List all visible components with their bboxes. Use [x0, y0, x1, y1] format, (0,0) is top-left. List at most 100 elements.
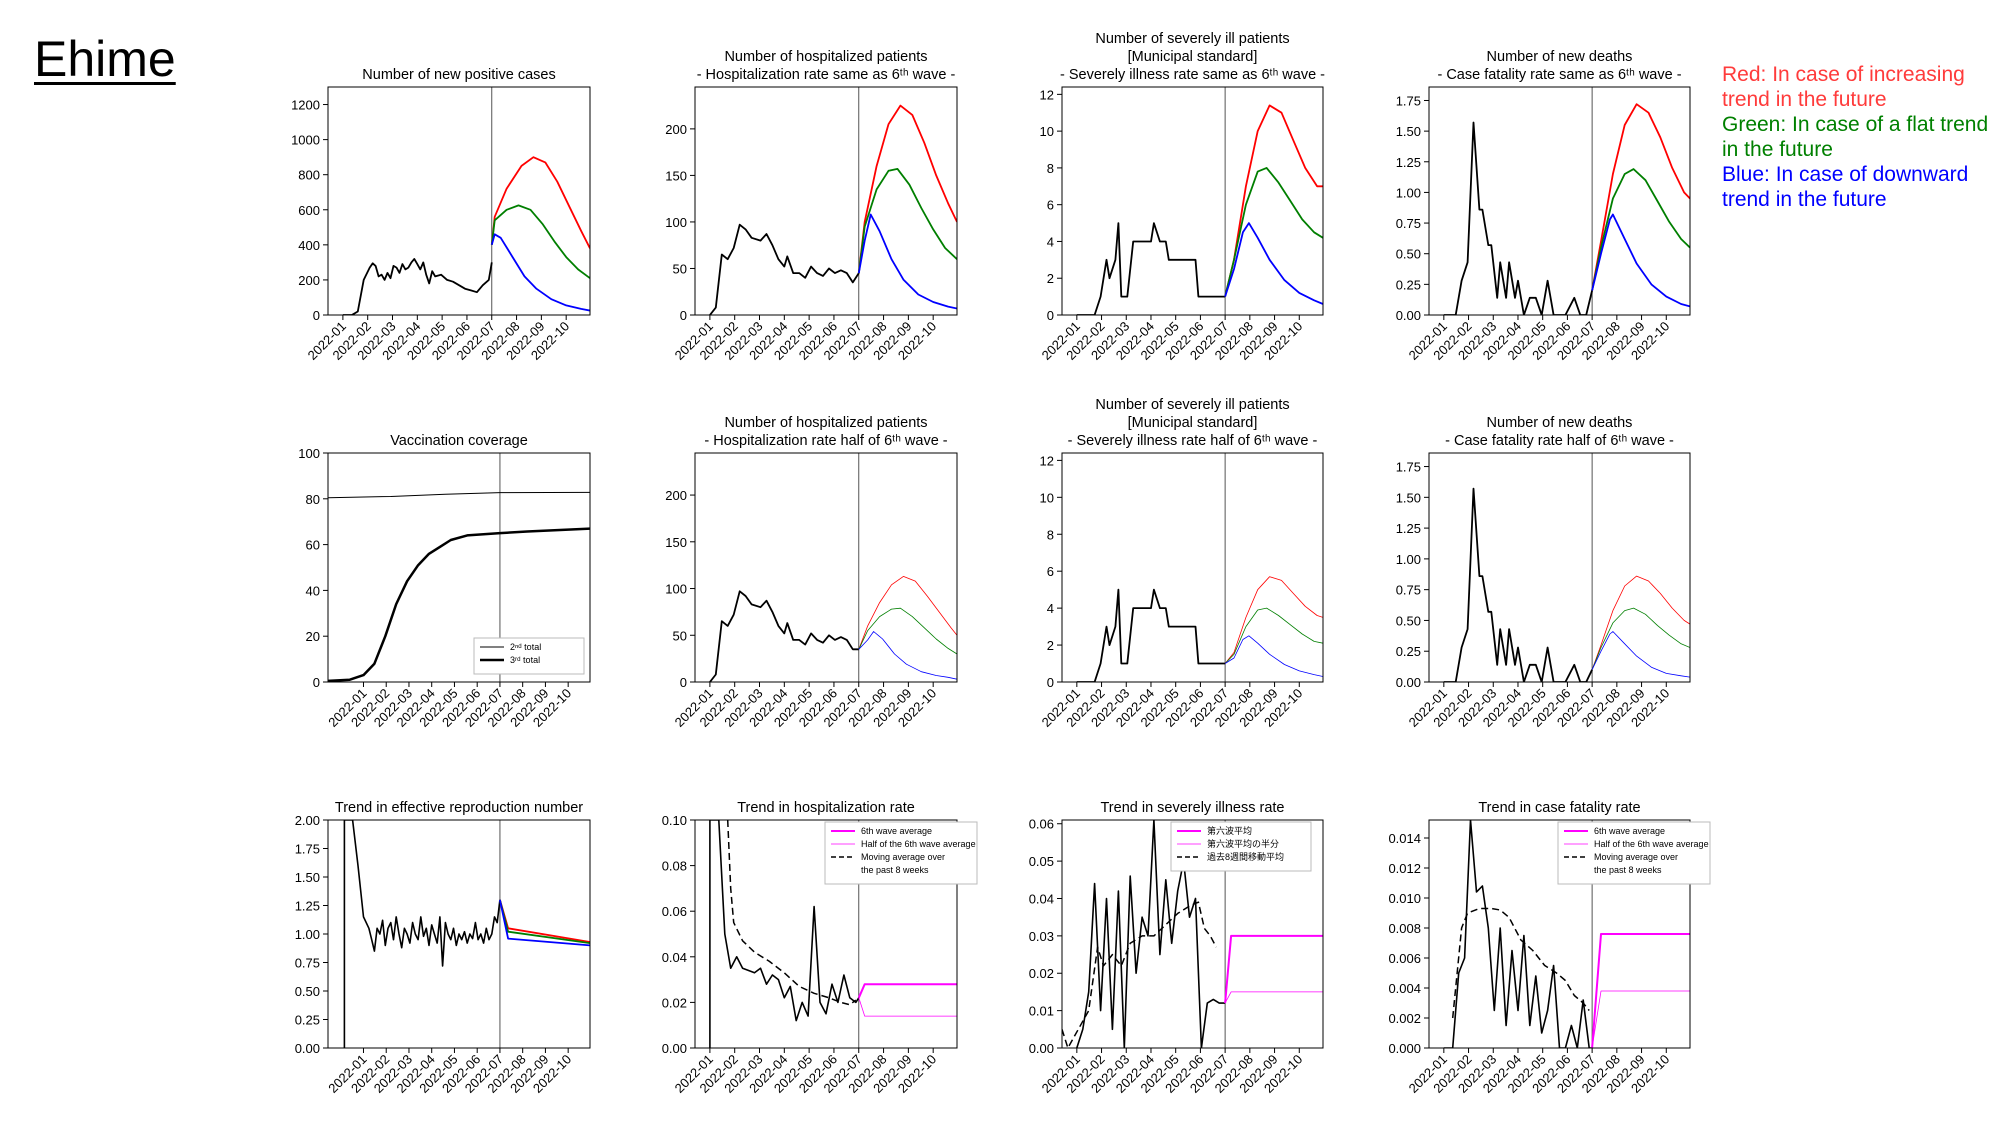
y-tick-label: 0.75	[1396, 583, 1421, 598]
series-group	[1443, 103, 1690, 315]
series-group	[1062, 820, 1323, 1048]
y-tick-label: 0.06	[662, 904, 687, 919]
y-tick-label: 0.25	[295, 1013, 320, 1028]
chart-title-line: [Municipal standard]	[1128, 415, 1258, 431]
legend-label: Moving average over	[1594, 852, 1678, 862]
series-line-green-2	[1224, 607, 1323, 664]
y-tick-label: 0	[1047, 308, 1054, 323]
y-tick-label: 1.00	[295, 927, 320, 942]
y-tick-label: 0.002	[1388, 1011, 1421, 1026]
y-tick-label: 0.04	[662, 950, 687, 965]
chart-deaths-same: Number of new deaths - Case fatality rate…	[1396, 49, 1691, 363]
legend-label: 6th wave average	[1594, 826, 1665, 836]
y-tick-label: 50	[673, 261, 687, 276]
series-group	[709, 820, 957, 1048]
chart-title-line: [Municipal standard]	[1128, 49, 1258, 65]
series-line-black-1	[328, 527, 590, 682]
y-tick-label: 0.008	[1388, 921, 1421, 936]
legend-label: 過去8週間移動平均	[1207, 851, 1284, 862]
y-tick-label: 0.004	[1388, 981, 1421, 996]
y-tick-label: 200	[665, 488, 687, 503]
y-tick-label: 10	[1040, 490, 1054, 505]
y-tick-label: 0.75	[1396, 216, 1421, 231]
y-tick-label: 600	[298, 203, 320, 218]
series-group	[1076, 104, 1323, 315]
series-line-red-1	[858, 576, 957, 650]
series-group	[1443, 487, 1690, 682]
series-group	[709, 576, 957, 682]
y-tick-label: 0	[313, 308, 320, 323]
y-tick-label: 8	[1047, 161, 1054, 176]
y-tick-label: 0	[313, 675, 320, 690]
series-line-magenta-3	[858, 997, 957, 1017]
y-tick-label: 0.25	[1396, 644, 1421, 659]
series-line-green-2	[1591, 168, 1690, 291]
y-tick-label: 1.00	[1396, 552, 1421, 567]
y-tick-label: 1.50	[295, 870, 320, 885]
series-line-black-0	[342, 258, 493, 315]
series-line-black-0	[709, 223, 860, 315]
y-tick-label: 1.50	[1396, 124, 1421, 139]
series-group	[342, 156, 590, 315]
plot-frame	[1428, 819, 1691, 1049]
y-tick-label: 1.25	[1396, 521, 1421, 536]
series-line-red-1	[490, 156, 590, 249]
y-tick-label: 100	[298, 446, 320, 461]
series-line-black-0	[1076, 222, 1226, 315]
y-tick-label: 200	[665, 122, 687, 137]
y-tick-label: 1.00	[1396, 185, 1421, 200]
plot-frame	[1061, 819, 1324, 1049]
y-tick-label: 6	[1047, 198, 1054, 213]
y-tick-label: 1.25	[1396, 155, 1421, 170]
y-tick-label: 0	[1047, 675, 1054, 690]
y-tick-label: 8	[1047, 527, 1054, 542]
series-line-red-1	[1591, 103, 1690, 291]
y-tick-label: 80	[306, 492, 320, 507]
chart-severe-half: Number of severely ill patients [Municipa…	[1039, 397, 1324, 730]
plot-frame	[1061, 86, 1324, 316]
series-line-black-0	[709, 820, 860, 1048]
y-tick-label: 1000	[291, 133, 320, 148]
y-tick-label: 0.02	[1029, 966, 1054, 981]
y-tick-label: 12	[1040, 453, 1054, 468]
y-tick-label: 400	[298, 238, 320, 253]
series-line-blue-3	[858, 631, 957, 680]
series-group	[1076, 576, 1323, 682]
legend-note-red: Red: In case of increasing trend in the …	[1722, 63, 1965, 111]
legend-label: 2ⁿᵈ total	[510, 642, 541, 652]
series-line-black-0	[1443, 121, 1593, 315]
y-tick-label: 0.014	[1388, 831, 1421, 846]
series-line-black-0	[1443, 487, 1593, 682]
series-line-blue-3	[1224, 222, 1323, 305]
chart-title-line: - Severely illness rate same as 6ᵗʰ wave…	[1060, 67, 1325, 83]
series-line-blue-3	[857, 213, 957, 310]
y-tick-label: 0.08	[662, 859, 687, 874]
series-line-blue-3	[499, 899, 590, 947]
y-tick-label: 4	[1047, 234, 1054, 249]
y-tick-label: 6	[1047, 564, 1054, 579]
legend-frame	[824, 821, 978, 885]
plot-frame	[694, 86, 958, 316]
y-tick-label: 0	[680, 675, 687, 690]
chart-title-line: Number of new deaths	[1487, 49, 1633, 65]
y-tick-label: 2	[1047, 271, 1054, 286]
y-tick-label: 0.00	[1396, 675, 1421, 690]
y-tick-label: 1.75	[1396, 93, 1421, 108]
legend-label: 6th wave average	[861, 826, 932, 836]
series-line-blue-3	[490, 233, 590, 312]
y-tick-label: 0.00	[662, 1041, 687, 1056]
y-tick-label: 0.02	[662, 995, 687, 1010]
legend-label: Half of the 6th wave average	[861, 839, 976, 849]
series-line-black-0	[1076, 588, 1226, 682]
plot-frame	[327, 819, 591, 1049]
y-tick-label: 0.00	[1396, 308, 1421, 323]
chart-title-line: Number of hospitalized patients	[724, 415, 927, 431]
plot-frame	[327, 86, 591, 316]
legend-label: 3ʳᵈ total	[510, 655, 540, 665]
legend-label: 第六波平均	[1207, 825, 1252, 836]
region-title: Ehime	[34, 31, 176, 87]
y-tick-label: 0.06	[1029, 817, 1054, 832]
chart-title-line: - Hospitalization rate half of 6ᵗʰ wave …	[704, 433, 947, 449]
series-line-black-1	[726, 820, 857, 1006]
chart-vaccination: Vaccination coverage0204060801002022-012…	[298, 433, 591, 730]
